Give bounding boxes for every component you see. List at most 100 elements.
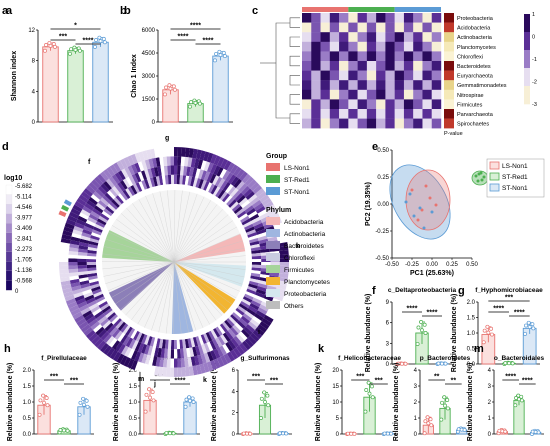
heat-cell <box>376 80 386 90</box>
heat-cell <box>403 22 414 33</box>
circle-cell <box>87 272 98 278</box>
pca-point-ls <box>416 218 420 222</box>
data-point <box>44 396 49 400</box>
pvalue-cell <box>444 89 454 100</box>
heat-cell <box>431 70 442 81</box>
taxon-letter: g <box>165 135 169 142</box>
circle-cell <box>198 179 204 189</box>
circle-cell <box>219 345 227 356</box>
pca-x-tick-label: 0.50 <box>466 262 478 268</box>
y-tick-label: 1.5 <box>129 384 138 390</box>
heat-cell <box>357 41 368 52</box>
panel-label-c: c <box>252 5 258 17</box>
data-point <box>423 331 428 335</box>
tree-branch <box>173 226 237 263</box>
circle-cell <box>157 166 162 177</box>
y-tick-label: 0.5 <box>467 347 476 353</box>
tree-branch <box>116 218 175 263</box>
circle-cell <box>81 232 92 238</box>
tree-branch <box>107 261 175 291</box>
y-tick-label: 4 <box>414 368 418 374</box>
circle-cell <box>261 262 271 266</box>
circle-cell <box>244 205 255 214</box>
circle-cell <box>216 347 224 358</box>
phylum-legend-label: Others <box>284 303 304 310</box>
tree-branch <box>103 261 175 277</box>
circle-cell <box>241 173 251 184</box>
tree-branch <box>173 200 211 263</box>
circle-cell <box>261 197 272 206</box>
circle-cell <box>184 338 190 349</box>
colorbar-cell <box>5 213 13 224</box>
circle-cell <box>78 274 89 279</box>
panel-label-k: k <box>318 343 325 355</box>
circle-cell <box>146 149 153 160</box>
circle-cell <box>137 342 145 353</box>
circle-cell <box>68 272 79 277</box>
data-point <box>44 43 49 47</box>
circle-cell <box>117 193 126 203</box>
circle-cell <box>138 181 145 191</box>
colorbar-tick: -1.136 <box>15 268 33 274</box>
circle-cell <box>234 192 244 202</box>
circle-cell <box>236 345 245 356</box>
circle-cell <box>184 156 189 167</box>
sig-label: *** <box>375 378 383 385</box>
heat-cell <box>413 22 423 33</box>
heat-cell <box>357 80 368 90</box>
colorbar-cell <box>5 280 13 291</box>
data-point <box>442 395 447 400</box>
heat-cell <box>302 51 312 62</box>
heat-cell <box>302 99 312 110</box>
circle-cell <box>167 165 171 175</box>
tree-branch <box>173 261 223 316</box>
data-point <box>519 394 524 399</box>
circle-cell <box>235 208 245 217</box>
heat-cell <box>357 118 368 129</box>
data-point <box>419 320 424 324</box>
y-axis-label: Relative abundance (%) <box>365 294 372 373</box>
bar <box>212 55 229 123</box>
heat-cell <box>431 32 442 42</box>
circle-cell <box>241 340 251 351</box>
circle-cell <box>237 210 247 219</box>
circle-cell <box>138 151 145 162</box>
data-point <box>420 328 424 333</box>
circle-cell <box>92 288 102 295</box>
circle-cell <box>80 191 91 200</box>
heat-cell <box>385 32 395 42</box>
circle-cell <box>103 208 113 217</box>
heatmap-row-label: Acidobacteria <box>457 26 491 32</box>
circle-cell <box>250 196 260 206</box>
circle-cell <box>97 315 108 325</box>
data-point <box>101 36 106 41</box>
heat-cell <box>366 118 377 129</box>
data-point <box>486 330 491 335</box>
circle-cell <box>122 178 131 189</box>
circle-cell <box>91 335 101 345</box>
panel-label-m: m <box>474 343 484 355</box>
panel-label-h: h <box>4 343 11 355</box>
circle-cell <box>103 333 112 344</box>
circle-cell <box>209 173 217 184</box>
circle-cell <box>248 283 258 289</box>
heat-cell <box>422 41 432 52</box>
heat-legend-tick: -3 <box>532 102 537 108</box>
circle-cell <box>103 168 112 179</box>
circle-cell <box>184 175 190 186</box>
circle-cell <box>177 367 183 377</box>
data-point <box>148 395 152 400</box>
circle-cell <box>80 209 91 217</box>
circle-cell <box>117 343 126 354</box>
circle-cell <box>69 275 79 281</box>
tree-branch <box>173 196 205 263</box>
circle-cell <box>130 329 138 340</box>
circle-cell <box>244 293 254 301</box>
heat-cell <box>422 22 432 33</box>
data-point <box>507 361 511 366</box>
circle-cell <box>187 176 193 186</box>
circle-cell <box>130 184 138 195</box>
circle-cell <box>120 355 128 366</box>
heat-cell <box>422 118 432 129</box>
circle-cell <box>103 180 112 191</box>
